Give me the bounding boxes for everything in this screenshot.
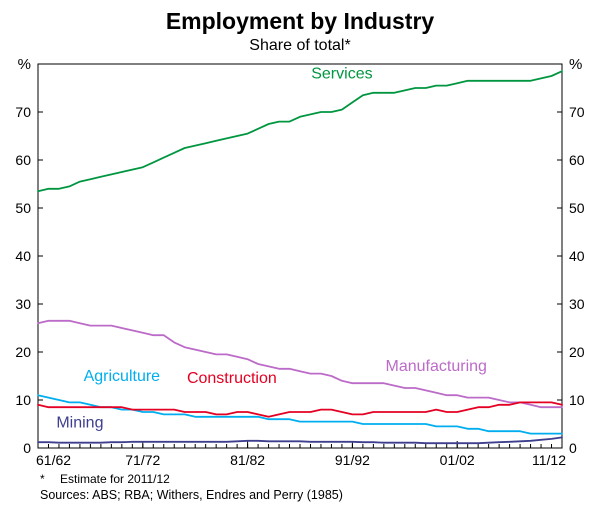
y-axis-unit-left: % [18,56,31,73]
y-tick-label-left: 40 [15,248,31,264]
y-tick-label-left: 60 [15,152,31,168]
series-line-agriculture [37,394,563,435]
series-line-construction [37,401,563,418]
y-tick-label-left: 50 [15,200,31,216]
y-tick-label-right: 60 [569,152,585,168]
series-line-mining [37,436,563,445]
y-tick-label-right: 20 [569,344,585,360]
x-tick-label: 91/92 [335,452,370,468]
y-tick-label-left: 20 [15,344,31,360]
footnote: * Estimate for 2011/12 [0,472,600,487]
plot-border [37,63,563,449]
x-tick-label: 61/62 [36,452,71,468]
x-tick-label: 71/72 [125,452,160,468]
chart-subtitle: Share of total* [249,37,351,54]
y-tick-label-right: 50 [569,200,585,216]
series-label-construction: Construction [187,370,277,387]
series-label-manufacturing: Manufacturing [386,358,487,375]
y-tick-label-left: 0 [23,440,31,456]
series-line-services [37,70,563,193]
sources-line: Sources: ABS; RBA; Withers, Endres and P… [40,488,343,502]
x-tick-label: 11/12 [532,452,566,468]
chart-title: Employment by Industry [165,8,435,34]
y-tick-label-left: 30 [15,296,31,312]
footnote-text: Estimate for 2011/12 [60,472,170,486]
y-tick-label-left: 70 [15,104,31,120]
y-axis-unit-right: % [569,56,582,73]
series-line-manufacturing [37,319,563,409]
x-tick-label: 01/02 [440,452,475,468]
y-tick-label-right: 0 [569,440,577,456]
employment-line-chart: 0 0 10 10 20 20 30 30 40 40 50 50 60 60 70 70% % 61/62 71/… [15,56,585,468]
y-tick-label-right: 40 [569,248,585,264]
y-tick-label-right: 10 [569,392,585,408]
series-label-agriculture: Agriculture [84,368,161,385]
y-tick-label-left: 10 [15,392,31,408]
series-label-services: Services [311,65,372,82]
series-label-mining: Mining [56,414,103,431]
footnote-marker: * [40,472,45,486]
y-tick-label-right: 70 [569,104,585,120]
x-tick-label: 81/82 [230,452,265,468]
y-tick-label-right: 30 [569,296,585,312]
